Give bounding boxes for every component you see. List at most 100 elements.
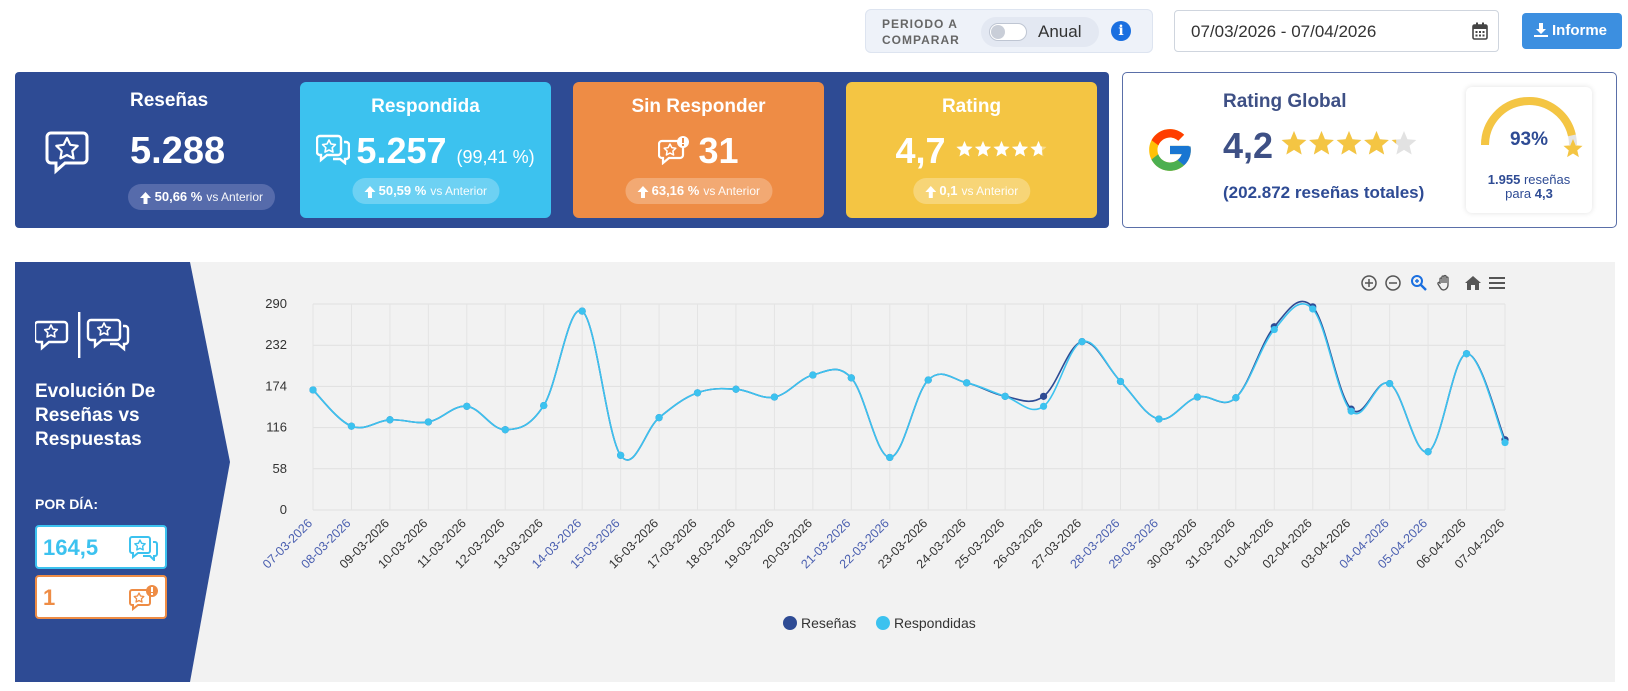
unanswered-title: Sin Responder: [631, 96, 766, 117]
data-point[interactable]: [1078, 338, 1086, 346]
data-point[interactable]: [1039, 402, 1048, 410]
data-point[interactable]: [1501, 438, 1509, 447]
star-icon: [1364, 131, 1389, 155]
data-point[interactable]: [463, 402, 471, 410]
data-point[interactable]: [1309, 305, 1317, 313]
data-point[interactable]: [1039, 392, 1048, 400]
annual-toggle[interactable]: Anual: [981, 17, 1099, 47]
rating-value: 4,7: [895, 130, 946, 171]
legend-label[interactable]: Reseñas: [801, 615, 856, 631]
data-point[interactable]: [1270, 325, 1278, 334]
gauge-percent: 93%: [1509, 129, 1549, 150]
y-tick-label: 232: [265, 337, 287, 352]
info-icon[interactable]: i: [1111, 21, 1131, 41]
home-icon[interactable]: [1464, 274, 1482, 292]
magnifier-icon[interactable]: [1410, 274, 1428, 292]
review-star-icon: [45, 131, 89, 175]
reviews-change: 50,66 %: [154, 189, 203, 204]
rating-stars: [955, 141, 1047, 157]
answered-vs: vs Anterior: [430, 184, 488, 198]
menu-icon[interactable]: [1488, 274, 1506, 292]
per-day-unanswered-box: 1: [35, 575, 167, 619]
data-point[interactable]: [386, 416, 394, 424]
per-day-reviews-box: 164,5: [35, 525, 167, 569]
star-icon: [974, 141, 991, 157]
data-point[interactable]: [578, 307, 586, 315]
answered-percent: (99,41 %): [456, 147, 535, 167]
arrow-up-icon: [636, 185, 648, 198]
gauge-arc: [1481, 97, 1583, 158]
zoom-in-icon[interactable]: [1360, 274, 1378, 292]
alert-bubble-icon: [658, 136, 690, 166]
data-point[interactable]: [924, 376, 932, 384]
data-point[interactable]: [809, 371, 817, 379]
y-tick-label: 174: [265, 378, 287, 393]
reviews-change-badge: 50,66 % vs Anterior: [128, 184, 276, 210]
data-point[interactable]: [847, 374, 855, 382]
data-point[interactable]: [617, 451, 625, 459]
date-range-input[interactable]: 07/03/2026 - 07/04/2026: [1174, 10, 1499, 52]
data-point[interactable]: [655, 414, 663, 422]
series-line: [312, 300, 1506, 461]
data-point[interactable]: [1347, 407, 1355, 415]
toggle-switch[interactable]: [989, 23, 1027, 41]
data-point[interactable]: [1386, 379, 1394, 388]
data-point[interactable]: [1424, 448, 1432, 456]
data-point[interactable]: [1193, 393, 1201, 401]
chart-grid: [312, 303, 1506, 511]
gauge-target: 4,3: [1534, 186, 1553, 201]
data-point[interactable]: [424, 418, 432, 426]
unanswered-card: Sin Responder 31 63,16 % vs Anterior: [573, 82, 824, 218]
global-rating-box: Rating Global 4,2 (202.872 reseñas total…: [1122, 72, 1617, 228]
rating-card: Rating 4,7 0,1 vs Anterior: [846, 82, 1097, 218]
gauge-para: para: [1505, 186, 1532, 201]
pan-hand-icon[interactable]: [1436, 274, 1454, 292]
arrow-up-icon: [363, 185, 375, 198]
data-point[interactable]: [309, 386, 317, 394]
data-point[interactable]: [1232, 394, 1240, 402]
data-point[interactable]: [1001, 392, 1009, 400]
rating-value-row: 4,7: [846, 130, 1097, 172]
answered-change-badge: 50,59 % vs Anterior: [351, 178, 500, 204]
panel-title: Evolución De Reseñas vs Respuestas: [35, 381, 156, 450]
reviews-title: Reseñas: [130, 90, 209, 111]
zoom-out-icon[interactable]: [1384, 274, 1402, 292]
gauge-caption: 1.955 reseñas para 4,3: [1466, 173, 1592, 201]
legend-marker[interactable]: [876, 616, 890, 630]
download-icon: [1534, 23, 1548, 37]
data-point[interactable]: [1462, 350, 1471, 358]
star-icon: [992, 141, 1010, 157]
star-icon: [1281, 131, 1307, 155]
data-point[interactable]: [1116, 377, 1125, 386]
series-reviews: [309, 300, 1509, 462]
global-rating-value: 4,2: [1223, 125, 1274, 166]
data-point[interactable]: [770, 393, 779, 401]
data-point[interactable]: [693, 389, 702, 397]
legend-label[interactable]: Respondidas: [894, 615, 976, 631]
data-point[interactable]: [732, 385, 740, 393]
unanswered-value-row: 31: [573, 130, 824, 172]
data-point[interactable]: [1155, 415, 1163, 423]
global-rating-title: Rating Global: [1223, 91, 1347, 112]
report-button[interactable]: Informe: [1522, 13, 1622, 49]
answered-change: 50,59 %: [378, 183, 427, 198]
y-tick-label: 58: [273, 461, 287, 476]
data-point[interactable]: [963, 379, 971, 387]
calendar-icon[interactable]: [1472, 22, 1488, 40]
compare-period-label: PERIODO A COMPARAR: [882, 17, 960, 47]
star-icon: [1391, 139, 1397, 144]
chart-legend: Reseñas Respondidas: [783, 615, 976, 631]
data-point[interactable]: [501, 426, 509, 434]
data-point[interactable]: [347, 422, 356, 430]
data-point[interactable]: [540, 401, 548, 410]
data-point[interactable]: [886, 453, 894, 462]
per-day-label: POR DÍA:: [35, 496, 98, 512]
gauge-text: reseñas: [1523, 172, 1571, 187]
legend-marker[interactable]: [783, 616, 797, 630]
rating-gauge: 93% 1.955 reseñas para 4,3: [1466, 87, 1592, 213]
star-empty-icon: [1391, 131, 1417, 155]
evolution-panel: Evolución De Reseñas vs Respuestas POR D…: [15, 262, 1615, 682]
gauge-count: 1.955: [1487, 172, 1521, 187]
star-icon: [1309, 131, 1334, 155]
alert-bubble-icon: [129, 585, 158, 611]
